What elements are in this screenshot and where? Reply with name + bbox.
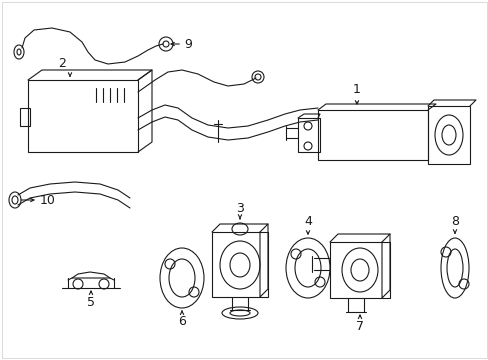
Text: 8: 8 <box>450 215 458 228</box>
Bar <box>20 108 30 126</box>
Bar <box>297 118 319 152</box>
Text: 10: 10 <box>40 194 56 207</box>
Text: 9: 9 <box>183 37 191 50</box>
Text: 3: 3 <box>236 202 244 215</box>
Bar <box>427 106 469 164</box>
Text: 7: 7 <box>355 320 363 333</box>
Bar <box>28 80 138 152</box>
Bar <box>329 242 389 298</box>
Bar <box>212 232 267 297</box>
Text: 6: 6 <box>178 315 185 328</box>
Text: 5: 5 <box>87 296 95 309</box>
Text: 1: 1 <box>352 83 360 96</box>
Bar <box>317 110 427 160</box>
Text: 2: 2 <box>58 57 66 70</box>
Text: 4: 4 <box>304 215 311 228</box>
